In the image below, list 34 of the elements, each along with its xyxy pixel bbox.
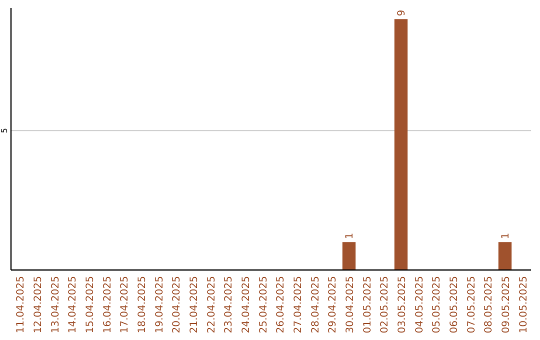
x-tick-label: 09.05.2025: [501, 276, 512, 334]
x-tick-label: 14.04.2025: [68, 276, 79, 334]
x-tick-label: 23.04.2025: [224, 276, 235, 334]
x-tick-label: 18.04.2025: [137, 276, 148, 334]
x-tick-label: 29.04.2025: [328, 276, 339, 334]
x-tick-label: 27.04.2025: [293, 276, 304, 334]
x-tick-label: 12.04.2025: [33, 276, 44, 334]
x-tick-label: 13.04.2025: [50, 276, 62, 334]
x-tick-label: 24.04.2025: [241, 276, 252, 334]
x-tick-label: 10.05.2025: [518, 276, 530, 334]
x-tick-label: 21.04.2025: [189, 276, 200, 334]
x-tick-label: 26.04.2025: [276, 276, 287, 334]
x-tick-label: 02.05.2025: [380, 276, 391, 334]
x-tick-label: 08.05.2025: [484, 276, 495, 334]
x-tick-label: 06.05.2025: [449, 276, 460, 334]
data-label: 1: [500, 232, 512, 240]
x-tick-label: 11.04.2025: [16, 276, 27, 334]
x-tick-label: 20.04.2025: [172, 276, 183, 334]
data-label: 1: [344, 232, 356, 240]
x-tick-label: 30.04.2025: [345, 276, 356, 334]
x-tick-label: 17.04.2025: [120, 276, 131, 334]
x-tick-label: 04.05.2025: [414, 276, 426, 334]
x-tick-label: 15.04.2025: [85, 276, 96, 334]
x-tick-label: 25.04.2025: [258, 276, 270, 334]
ref-line-label: 5: [0, 128, 9, 134]
x-tick-label: 16.04.2025: [102, 276, 114, 334]
x-tick-label: 19.04.2025: [154, 276, 166, 334]
x-tick-label: 22.04.2025: [206, 276, 218, 334]
x-tick-label: 05.05.2025: [432, 276, 443, 334]
x-tick-label: 07.05.2025: [466, 276, 478, 334]
x-tick-label: 03.05.2025: [397, 276, 408, 334]
x-tick-label: 01.05.2025: [362, 276, 374, 334]
x-tick-label: 28.04.2025: [310, 276, 322, 334]
data-label: 9: [396, 10, 408, 16]
